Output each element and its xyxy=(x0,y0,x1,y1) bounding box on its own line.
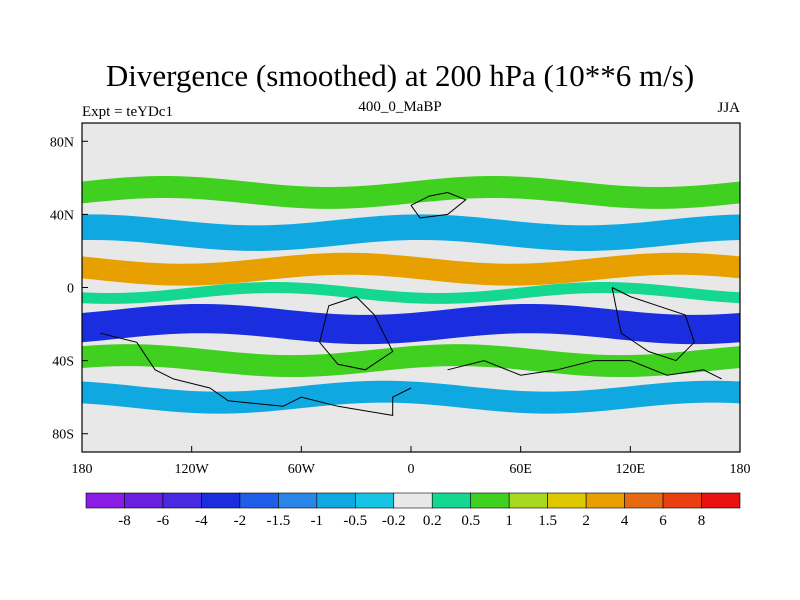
field-band xyxy=(82,344,740,378)
colorbar-swatch xyxy=(624,492,664,509)
colorbar-swatch xyxy=(508,492,548,509)
coastline-outline xyxy=(100,191,722,416)
field-band xyxy=(82,303,740,345)
colorbar-swatch xyxy=(393,492,433,509)
field-band xyxy=(82,380,740,414)
colorbar-label: -1 xyxy=(311,513,324,529)
colorbar-label: -4 xyxy=(195,513,208,529)
colorbar-label: -8 xyxy=(118,513,131,529)
field-band xyxy=(82,252,740,286)
colorbar-label: 2 xyxy=(582,513,590,529)
coastline-segment xyxy=(611,287,695,362)
colorbar-label: 0.5 xyxy=(461,513,480,529)
colorbar-swatch xyxy=(162,492,202,509)
experiment-label: Expt = teYDc1 xyxy=(82,104,173,120)
x-tick-label: 180 xyxy=(72,462,93,477)
colorbar-swatch xyxy=(701,492,741,509)
colorbar-label: -2 xyxy=(234,513,247,529)
x-tick-label: 60E xyxy=(509,462,532,477)
x-tick-label: 60W xyxy=(288,462,316,477)
x-tick-label: 0 xyxy=(408,462,415,477)
colorbar-label: -1.5 xyxy=(266,513,290,529)
y-tick-label: 40S xyxy=(52,355,74,370)
colorbar-label: 8 xyxy=(698,513,706,529)
colorbar-label: 4 xyxy=(621,513,629,529)
y-axis: 80N 40N 0 40S 80S xyxy=(50,135,88,443)
colorbar-label: -6 xyxy=(157,513,170,529)
colorbar-swatch xyxy=(278,492,318,509)
coastline-segment xyxy=(100,332,412,416)
map-field xyxy=(82,123,740,452)
colorbar-swatch xyxy=(662,492,702,509)
field-band xyxy=(82,176,740,209)
field-band xyxy=(82,282,740,304)
colorbar-swatch xyxy=(201,492,241,509)
colorbar-label: 0.2 xyxy=(423,513,442,529)
x-tick-label: 120E xyxy=(616,462,646,477)
season-label: JJA xyxy=(717,100,740,116)
y-tick-label: 0 xyxy=(67,282,74,297)
x-axis: 180 120W 60W 0 60E 120E 180 xyxy=(72,446,751,477)
x-tick-label: 120W xyxy=(175,462,210,477)
chart-title: Divergence (smoothed) at 200 hPa (10**6 … xyxy=(105,58,695,93)
field-band xyxy=(82,214,740,251)
x-tick-label: 180 xyxy=(730,462,751,477)
y-tick-label: 40N xyxy=(50,208,74,223)
colorbar-label: 1 xyxy=(505,513,513,529)
y-tick-label: 80S xyxy=(52,428,74,443)
coastline-segment xyxy=(319,296,394,371)
colorbar-swatch xyxy=(431,492,472,509)
colorbar-swatch xyxy=(547,492,587,509)
coastline-segment xyxy=(410,191,467,219)
colorbar-swatch xyxy=(316,492,356,509)
period-label: 400_0_MaBP xyxy=(358,99,442,115)
colorbar-swatch xyxy=(239,492,279,509)
y-tick-label: 80N xyxy=(50,135,74,150)
colorbar-label: 6 xyxy=(659,513,667,529)
colorbar: -8 -6 -4 -2 -1.5 -1 -0.5 -0.2 0.2 0.5 1 1.5 2 4 6 8 xyxy=(85,492,741,529)
colorbar-label: -0.5 xyxy=(343,513,367,529)
colorbar-label: 1.5 xyxy=(538,513,557,529)
colorbar-label: -0.2 xyxy=(382,513,406,529)
colorbar-swatch xyxy=(354,492,395,509)
colorbar-swatch xyxy=(585,492,625,509)
colorbar-swatch xyxy=(85,492,125,509)
coastline-segment xyxy=(447,360,722,380)
colorbar-swatch xyxy=(470,492,510,509)
colorbar-swatch xyxy=(124,492,164,509)
